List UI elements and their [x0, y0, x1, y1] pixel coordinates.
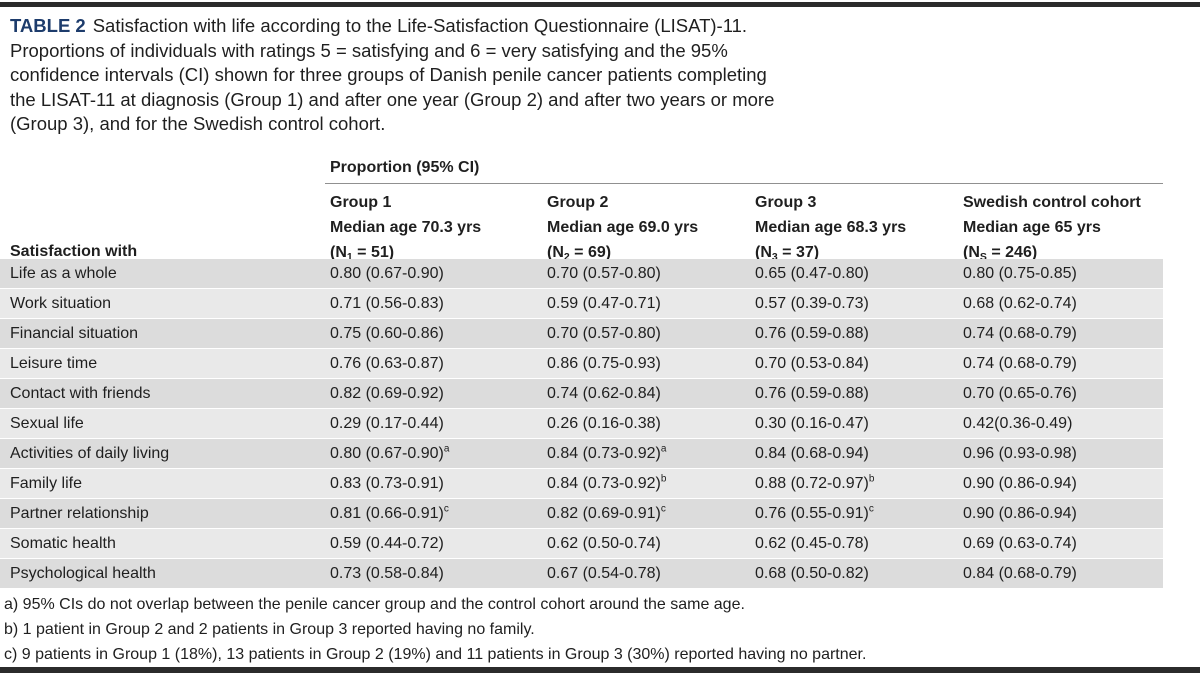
bottom-rule [0, 667, 1200, 673]
table-row: Somatic health 0.59 (0.44-0.72) 0.62 (0.50… [0, 529, 1163, 558]
table-caption: TABLE 2 Satisfaction with life according … [10, 14, 1120, 137]
row-label: Sexual life [10, 415, 84, 432]
column-header: Swedish control cohort Median age 65 yrs (… [963, 190, 1141, 265]
value-cell: 0.73 (0.58-0.84) [330, 565, 444, 582]
value-cell: 0.90 (0.86-0.94) [963, 475, 1077, 492]
value-cell: 0.74 (0.68-0.79) [963, 355, 1077, 372]
value-cell: 0.59 (0.44-0.72) [330, 535, 444, 552]
column-n-label: (N1 = 51) [330, 244, 395, 263]
table-row: Work situation 0.71 (0.56-0.83) 0.59 (0.47… [0, 289, 1163, 318]
column-header: Group 2 Median age 69.0 yrs (N2 = 69) [547, 190, 698, 265]
value-cell: 0.82 (0.69-0.91)c [547, 503, 666, 522]
column-group-label: Group 2 [547, 194, 609, 211]
value-cell: 0.90 (0.86-0.94) [963, 505, 1077, 522]
row-label: Family life [10, 475, 83, 492]
value-cell: 0.74 (0.62-0.84) [547, 385, 661, 402]
table-caption-text: Satisfaction with life according to the … [10, 15, 775, 134]
column-header: Group 1 Median age 70.3 yrs (N1 = 51) [330, 190, 481, 265]
table-row: Partner relationship 0.81 (0.66-0.91)c 0.8… [0, 499, 1163, 528]
table-body: Life as a whole 0.80 (0.67-0.90) 0.70 (0.5… [0, 259, 1163, 589]
value-cell: 0.76 (0.59-0.88) [755, 385, 869, 402]
value-cell: 0.80 (0.67-0.90)a [330, 443, 450, 462]
value-cell: 0.67 (0.54-0.78) [547, 565, 661, 582]
value-cell: 0.76 (0.63-0.87) [330, 355, 444, 372]
column-group-label: Group 3 [755, 194, 817, 211]
value-cell: 0.88 (0.72-0.97)b [755, 473, 875, 492]
value-cell: 0.75 (0.60-0.86) [330, 325, 444, 342]
column-n-label: (N3 = 37) [755, 244, 820, 263]
footnote-a: a) 95% CIs do not overlap between the pe… [4, 596, 745, 613]
value-cell: 0.68 (0.50-0.82) [755, 565, 869, 582]
value-cell: 0.76 (0.55-0.91)c [755, 503, 874, 522]
value-cell: 0.59 (0.47-0.71) [547, 295, 661, 312]
top-rule [0, 2, 1200, 7]
value-cell: 0.69 (0.63-0.74) [963, 535, 1077, 552]
row-label: Partner relationship [10, 505, 149, 522]
value-cell: 0.84 (0.68-0.94) [755, 445, 869, 462]
row-group-header: Satisfaction with [10, 243, 138, 260]
column-age-label: Median age 70.3 yrs [330, 219, 482, 236]
column-age-label: Median age 65 yrs [963, 219, 1101, 236]
value-cell: 0.84 (0.68-0.79) [963, 565, 1077, 582]
proportion-underline [325, 183, 1163, 184]
row-label: Activities of daily living [10, 445, 170, 462]
table-row: Sexual life 0.29 (0.17-0.44) 0.26 (0.16-0.… [0, 409, 1163, 438]
value-cell: 0.80 (0.75-0.85) [963, 265, 1077, 282]
column-n-label: (N2 = 69) [547, 244, 612, 263]
table-row: Contact with friends 0.82 (0.69-0.92) 0.74… [0, 379, 1163, 408]
value-cell: 0.65 (0.47-0.80) [755, 265, 869, 282]
table-row: Family life 0.83 (0.73-0.91) 0.84 (0.73-0.… [0, 469, 1163, 498]
value-cell: 0.86 (0.75-0.93) [547, 355, 661, 372]
value-cell: 0.57 (0.39-0.73) [755, 295, 869, 312]
column-header: Group 3 Median age 68.3 yrs (N3 = 37) [755, 190, 906, 265]
value-cell: 0.76 (0.59-0.88) [755, 325, 869, 342]
row-label: Somatic health [10, 535, 116, 552]
value-cell: 0.81 (0.66-0.91)c [330, 503, 449, 522]
value-cell: 0.30 (0.16-0.47) [755, 415, 869, 432]
row-label: Work situation [10, 295, 112, 312]
row-label: Contact with friends [10, 385, 151, 402]
proportion-span-header: Proportion (95% CI) [330, 159, 480, 176]
value-cell: 0.26 (0.16-0.38) [547, 415, 661, 432]
value-cell: 0.68 (0.62-0.74) [963, 295, 1077, 312]
table-row: Life as a whole 0.80 (0.67-0.90) 0.70 (0.5… [0, 259, 1163, 288]
column-group-label: Group 1 [330, 194, 392, 211]
footnote-b: b) 1 patient in Group 2 and 2 patients i… [4, 621, 535, 638]
value-cell: 0.74 (0.68-0.79) [963, 325, 1077, 342]
column-n-label: (NS = 246) [963, 244, 1038, 263]
row-label: Leisure time [10, 355, 98, 372]
row-label: Financial situation [10, 325, 139, 342]
value-cell: 0.70 (0.53-0.84) [755, 355, 869, 372]
footnote-c: c) 9 patients in Group 1 (18%), 13 patie… [4, 646, 867, 663]
value-cell: 0.42(0.36-0.49) [963, 415, 1073, 432]
table-row: Leisure time 0.76 (0.63-0.87) 0.86 (0.75-0… [0, 349, 1163, 378]
value-cell: 0.70 (0.57-0.80) [547, 325, 661, 342]
column-age-label: Median age 68.3 yrs [755, 219, 907, 236]
value-cell: 0.62 (0.45-0.78) [755, 535, 869, 552]
column-group-label: Swedish control cohort [963, 194, 1141, 211]
value-cell: 0.70 (0.65-0.76) [963, 385, 1077, 402]
table-row: Activities of daily living 0.80 (0.67-0.9… [0, 439, 1163, 468]
value-cell: 0.80 (0.67-0.90) [330, 265, 444, 282]
value-cell: 0.70 (0.57-0.80) [547, 265, 661, 282]
table-number: TABLE 2 [10, 15, 86, 36]
row-label: Life as a whole [10, 265, 117, 282]
value-cell: 0.96 (0.93-0.98) [963, 445, 1077, 462]
table-row: Psychological health 0.73 (0.58-0.84) 0.67… [0, 559, 1163, 588]
value-cell: 0.82 (0.69-0.92) [330, 385, 444, 402]
value-cell: 0.29 (0.17-0.44) [330, 415, 444, 432]
value-cell: 0.84 (0.73-0.92)b [547, 473, 667, 492]
footnotes: a) 95% CIs do not overlap between the pe… [4, 592, 866, 667]
table-row: Financial situation 0.75 (0.60-0.86) 0.70 … [0, 319, 1163, 348]
value-cell: 0.83 (0.73-0.91) [330, 475, 444, 492]
column-age-label: Median age 69.0 yrs [547, 219, 699, 236]
value-cell: 0.62 (0.50-0.74) [547, 535, 661, 552]
value-cell: 0.71 (0.56-0.83) [330, 295, 444, 312]
row-label: Psychological health [10, 565, 156, 582]
value-cell: 0.84 (0.73-0.92)a [547, 443, 667, 462]
